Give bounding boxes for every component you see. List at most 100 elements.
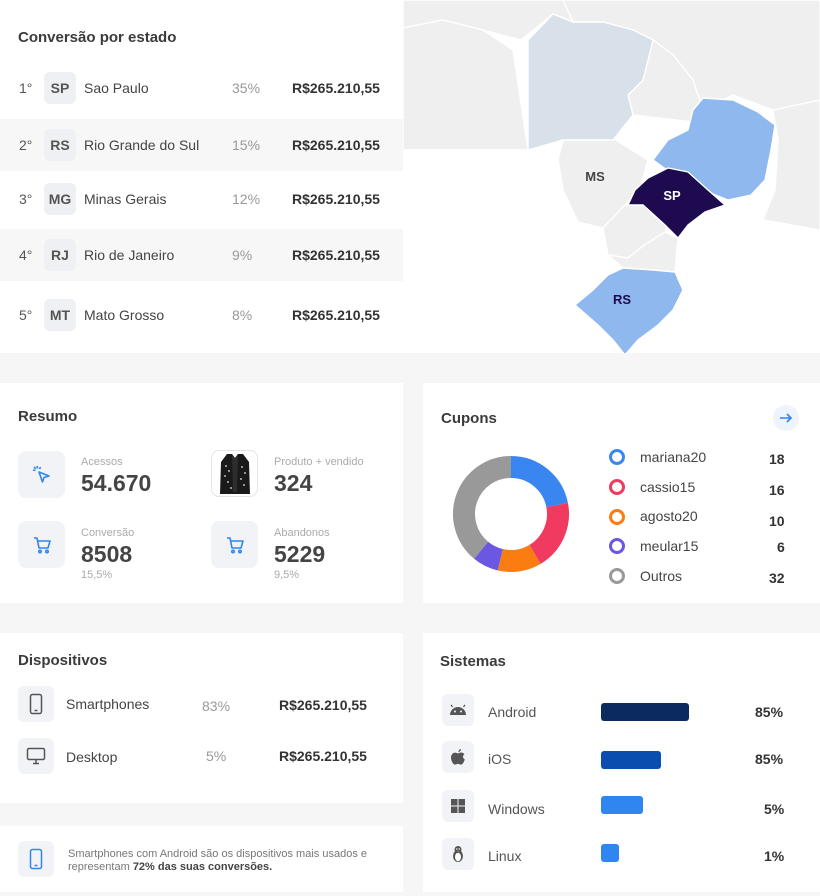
state-abbr-badge: MT bbox=[44, 299, 76, 331]
best-product-label: Produto + vendido bbox=[274, 456, 364, 468]
coupon-name: mariana20 bbox=[640, 449, 707, 465]
coupon-name: cassio15 bbox=[640, 479, 696, 495]
system-percent: 5% bbox=[764, 801, 785, 817]
state-name: Rio de Janeiro bbox=[84, 247, 175, 263]
map-svg: MS SP RS bbox=[403, 0, 820, 353]
map-region-south-extra bbox=[403, 149, 579, 301]
cursor-click-icon bbox=[18, 451, 65, 498]
state-percent: 9% bbox=[232, 247, 253, 263]
coupon-dot bbox=[609, 509, 625, 525]
state-rank: 2° bbox=[19, 137, 33, 153]
system-name: Android bbox=[488, 704, 537, 720]
donut-slice-outros bbox=[453, 456, 512, 559]
map-region-rs bbox=[573, 267, 684, 353]
map-region-mt bbox=[527, 13, 654, 151]
system-bar bbox=[601, 751, 661, 769]
state-rank: 3° bbox=[19, 191, 33, 207]
devices-insight-note: Smartphones com Android são os dispositi… bbox=[0, 826, 403, 892]
devices-card: Dispositivos Smartphones 83% R$265.210,5… bbox=[0, 633, 403, 803]
state-name: Rio Grande do Sul bbox=[84, 137, 200, 153]
system-name: Linux bbox=[488, 848, 522, 864]
coupon-value: 10 bbox=[769, 513, 785, 529]
state-row[interactable]: 2° RS Rio Grande do Sul 15% R$265.210,55 bbox=[0, 119, 403, 171]
state-rank: 1° bbox=[19, 80, 33, 96]
coupon-value: 32 bbox=[769, 570, 785, 586]
brazil-map[interactable]: MS SP RS bbox=[403, 0, 820, 353]
device-name: Desktop bbox=[66, 749, 118, 765]
coupon-value: 16 bbox=[769, 482, 785, 498]
state-row[interactable]: 3° MG Minas Gerais 12% R$265.210,55 bbox=[0, 173, 403, 225]
state-percent: 35% bbox=[232, 80, 261, 96]
state-rank: 5° bbox=[19, 307, 33, 323]
donut-slice-mariana20 bbox=[510, 456, 568, 508]
state-percent: 15% bbox=[232, 137, 261, 153]
abandon-label: Abandonos bbox=[274, 527, 330, 539]
coupon-value: 6 bbox=[777, 539, 785, 555]
conversion-label: Conversão bbox=[81, 527, 135, 539]
linux-icon bbox=[442, 838, 474, 870]
product-image bbox=[211, 450, 258, 497]
state-abbr-badge: RJ bbox=[44, 239, 76, 271]
map-label-sp: SP bbox=[663, 188, 681, 203]
state-percent: 8% bbox=[232, 307, 253, 323]
state-abbr-badge: SP bbox=[44, 72, 76, 104]
map-region-bahia-east bbox=[762, 99, 820, 231]
coupon-dot bbox=[609, 538, 625, 554]
system-name: iOS bbox=[488, 751, 512, 767]
device-percent: 83% bbox=[202, 698, 231, 714]
coupon-value: 18 bbox=[769, 451, 785, 467]
system-bar bbox=[601, 703, 689, 721]
state-value: R$265.210,55 bbox=[292, 137, 380, 153]
cart-icon bbox=[18, 521, 65, 568]
summary-card: Resumo Acessos 54.670 Produto + vendido … bbox=[0, 383, 403, 603]
map-label-ms: MS bbox=[585, 169, 605, 184]
system-percent: 85% bbox=[755, 751, 784, 767]
state-row[interactable]: 1° SP Sao Paulo 35% R$265.210,55 bbox=[0, 62, 403, 114]
abandon-value: 5229 bbox=[274, 541, 326, 567]
arrow-right-icon[interactable] bbox=[773, 405, 799, 431]
state-percent: 12% bbox=[232, 191, 261, 207]
state-name: Mato Grosso bbox=[84, 307, 165, 323]
cart-icon bbox=[211, 521, 258, 568]
state-rank: 4° bbox=[19, 247, 33, 263]
state-row[interactable]: 4° RJ Rio de Janeiro 9% R$265.210,55 bbox=[0, 229, 403, 281]
state-row[interactable]: 5° MT Mato Grosso 8% R$265.210,55 bbox=[0, 289, 403, 341]
device-value: R$265.210,55 bbox=[279, 697, 367, 713]
summary-title: Resumo bbox=[18, 408, 78, 425]
systems-card: Sistemas Android 85% iOS 85% Windows 5% … bbox=[423, 633, 820, 892]
insight-text-highlight: 72% das suas conversões. bbox=[132, 861, 273, 873]
android-icon bbox=[442, 694, 474, 726]
desktop-icon bbox=[18, 738, 54, 774]
apple-icon bbox=[442, 741, 474, 773]
coupons-card: Cupons mariana20 18 cassio15 16 agosto20… bbox=[423, 383, 820, 603]
coupon-name: agosto20 bbox=[640, 508, 698, 524]
state-value: R$265.210,55 bbox=[292, 80, 380, 96]
device-value: R$265.210,55 bbox=[279, 748, 367, 764]
conversion-rate: 15,5% bbox=[81, 569, 113, 581]
state-name: Sao Paulo bbox=[84, 80, 149, 96]
state-conversion-card: Conversão por estado 1° SP Sao Paulo 35%… bbox=[0, 0, 403, 353]
state-value: R$265.210,55 bbox=[292, 247, 380, 263]
state-conversion-title: Conversão por estado bbox=[18, 29, 177, 46]
system-bar bbox=[601, 844, 619, 862]
state-abbr-badge: MG bbox=[44, 183, 76, 215]
device-name: Smartphones bbox=[66, 696, 150, 712]
abandon-rate: 9,5% bbox=[274, 569, 300, 581]
conversion-value: 8508 bbox=[81, 541, 133, 567]
system-bar bbox=[601, 796, 643, 814]
system-name: Windows bbox=[488, 801, 545, 817]
insight-text-prefix: Smartphones com Android são os dispositi… bbox=[68, 848, 367, 873]
donut-slice-cassio15 bbox=[528, 502, 569, 564]
best-product-value: 324 bbox=[274, 470, 313, 496]
insight-text: Smartphones com Android são os dispositi… bbox=[68, 848, 388, 874]
coupon-dot bbox=[609, 449, 625, 465]
state-value: R$265.210,55 bbox=[292, 191, 380, 207]
donut-slice-agosto20 bbox=[497, 544, 541, 572]
state-name: Minas Gerais bbox=[84, 191, 167, 207]
access-value: 54.670 bbox=[81, 470, 152, 496]
coupons-donut-chart bbox=[453, 456, 569, 572]
devices-title: Dispositivos bbox=[18, 652, 108, 669]
state-abbr-badge: RS bbox=[44, 129, 76, 161]
map-region-sp bbox=[626, 167, 727, 240]
coupons-title: Cupons bbox=[441, 410, 497, 427]
